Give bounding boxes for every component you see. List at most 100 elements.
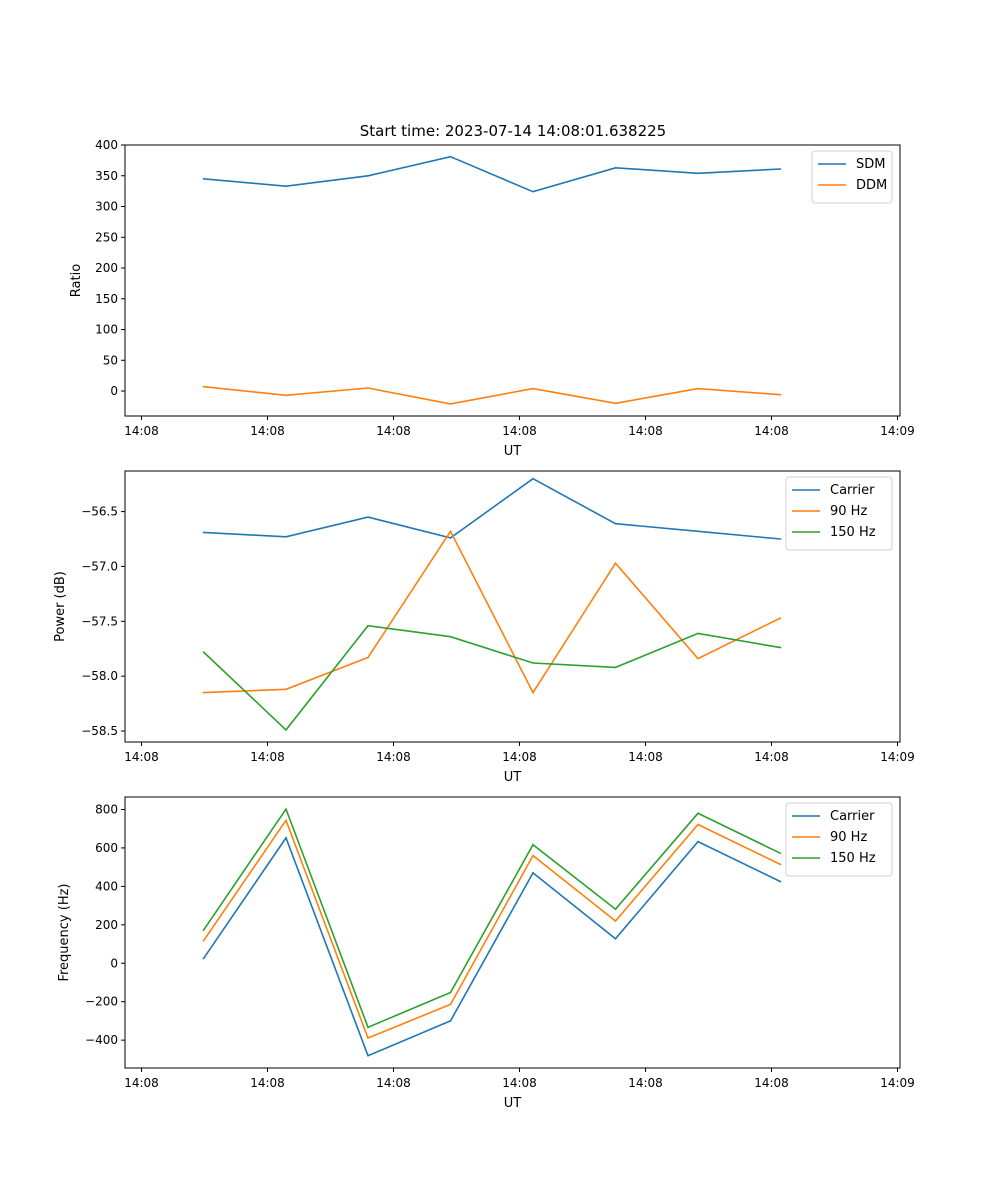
data-point <box>285 688 287 691</box>
y-tick-label: 100 <box>95 323 118 337</box>
data-point <box>202 929 205 931</box>
x-tick-label: 14:08 <box>502 1076 537 1090</box>
data-point <box>202 940 205 942</box>
data-point <box>779 880 782 883</box>
legend-label: DDM <box>856 178 887 193</box>
x-tick-label: 14:09 <box>880 424 915 438</box>
data-point <box>532 190 534 193</box>
data-point <box>449 537 452 539</box>
data-point <box>532 387 534 390</box>
y-tick-label: 0 <box>110 384 118 398</box>
x-tick-label: 14:08 <box>754 750 789 764</box>
data-point <box>697 632 699 635</box>
x-tick-label: 14:08 <box>250 424 285 438</box>
series-carrier <box>202 477 782 540</box>
data-point <box>285 394 287 397</box>
x-tick-label: 14:08 <box>250 750 285 764</box>
data-point <box>532 662 534 664</box>
y-tick-label: 200 <box>95 918 118 932</box>
data-point <box>285 185 287 187</box>
legend-label: Carrier <box>830 809 875 824</box>
data-point <box>532 872 534 874</box>
x-axis-label: UT <box>504 444 522 459</box>
x-tick-label: 14:08 <box>376 1076 411 1090</box>
data-point <box>779 168 782 170</box>
data-point <box>449 403 452 405</box>
data-point <box>202 651 205 653</box>
legend-label: 150 Hz <box>830 525 876 540</box>
series-carrier <box>202 836 782 1057</box>
data-point <box>449 991 452 994</box>
y-tick-label: 300 <box>95 200 118 214</box>
data-point <box>449 1003 452 1006</box>
data-point <box>285 808 287 810</box>
data-point <box>614 920 617 922</box>
legend-label: 90 Hz <box>830 830 867 845</box>
x-tick-label: 14:08 <box>502 424 537 438</box>
data-point <box>697 172 699 175</box>
data-point <box>614 908 617 910</box>
x-tick-label: 14:08 <box>376 424 411 438</box>
data-point <box>532 477 534 480</box>
series-line <box>203 477 781 540</box>
y-tick-label: −58.0 <box>81 669 118 683</box>
data-point <box>367 1054 369 1057</box>
data-point <box>202 531 205 534</box>
series-line <box>202 807 781 1029</box>
y-tick-label: 150 <box>95 292 118 306</box>
data-point <box>202 691 205 694</box>
y-tick-label: 50 <box>103 353 118 367</box>
y-tick-label: −200 <box>85 995 118 1009</box>
data-point <box>285 729 287 731</box>
chart-panel-1: 14:08 14:08 14:08 14:08 14:08 14:08 14:09 0 50 10… <box>69 138 915 459</box>
data-point <box>202 178 205 180</box>
panels: 14:08 14:08 14:08 14:08 14:08 14:08 14:09 0 50 10… <box>53 138 915 1111</box>
axes-frame <box>124 470 901 743</box>
data-point <box>285 819 287 822</box>
x-axis-label: UT <box>504 770 522 785</box>
data-point <box>614 666 617 669</box>
y-axis-label: Frequency (Hz) <box>57 883 72 981</box>
x-tick-label: 14:08 <box>376 750 411 764</box>
y-tick-label: −56.5 <box>81 505 118 519</box>
data-point <box>779 863 782 866</box>
x-tick-label: 14:08 <box>124 424 159 438</box>
x-tick-label: 14:08 <box>628 1076 663 1090</box>
y-tick-label: 400 <box>95 138 118 152</box>
data-point <box>614 402 617 405</box>
data-point <box>779 646 782 649</box>
data-point <box>697 530 699 533</box>
x-tick-label: 14:09 <box>880 1076 915 1090</box>
data-point <box>614 938 617 940</box>
data-point <box>779 538 782 540</box>
data-point <box>779 852 782 855</box>
y-axis-label: Ratio <box>69 264 84 297</box>
legend-label: 90 Hz <box>830 504 867 519</box>
data-point <box>697 823 699 826</box>
data-point <box>202 385 205 388</box>
legend-label: Carrier <box>830 483 875 498</box>
y-tick-label: 600 <box>95 841 118 855</box>
series-90-hz <box>202 818 782 1040</box>
data-point <box>697 812 699 815</box>
data-point <box>614 167 617 169</box>
legend: SDM DDM <box>811 150 893 204</box>
data-point <box>367 387 369 389</box>
x-tick-label: 14:08 <box>124 750 159 764</box>
y-tick-label: 400 <box>95 879 118 893</box>
x-tick-label: 14:08 <box>250 1076 285 1090</box>
data-point <box>697 387 699 390</box>
axes-frame <box>124 144 901 417</box>
y-tick-label: 0 <box>110 956 118 970</box>
series-ddm <box>202 385 782 405</box>
y-tick-label: −400 <box>85 1033 118 1047</box>
data-point <box>367 516 369 518</box>
data-point <box>367 624 369 627</box>
legend-label: SDM <box>856 157 885 172</box>
y-tick-label: −58.5 <box>81 724 118 738</box>
x-tick-label: 14:08 <box>502 750 537 764</box>
chart-panel-3: 14:08 14:08 14:08 14:08 14:08 14:08 14:09 −400 −… <box>57 796 915 1111</box>
y-tick-label: 250 <box>95 230 118 244</box>
data-point <box>697 840 699 843</box>
